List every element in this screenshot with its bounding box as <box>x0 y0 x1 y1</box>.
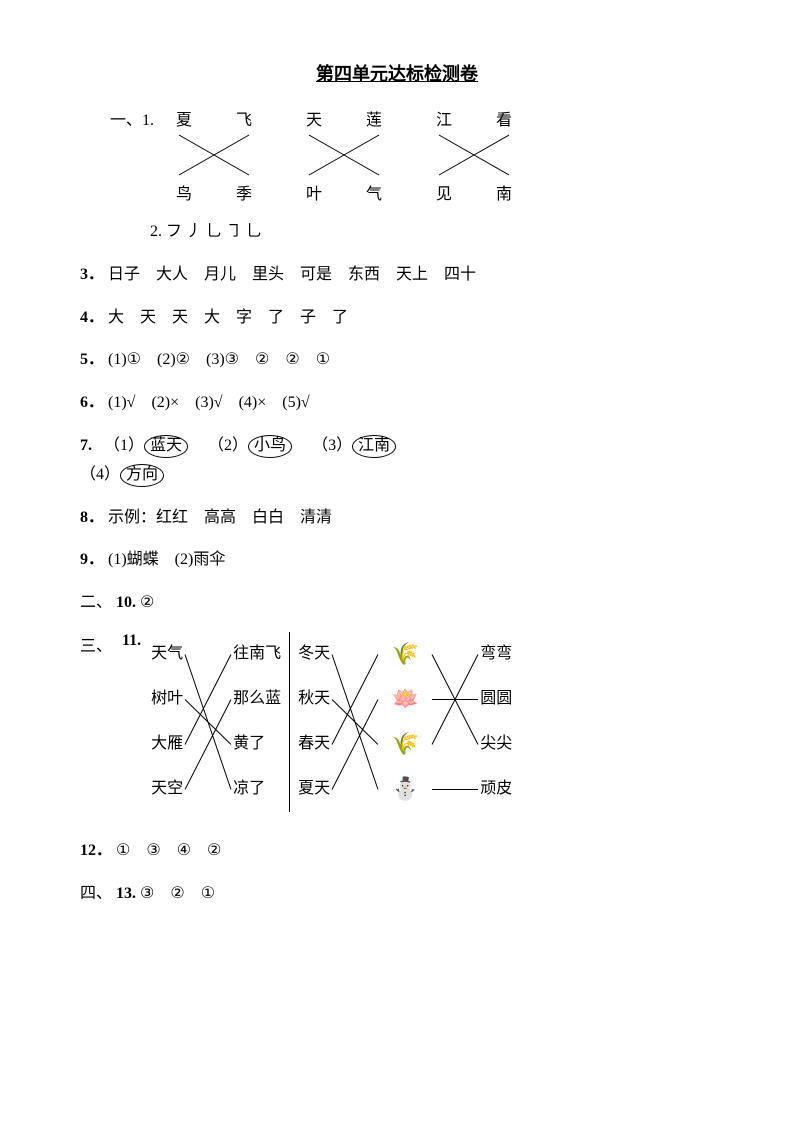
q1-section-label: 一、1. <box>110 106 154 130</box>
q7-num: （4） <box>80 466 120 483</box>
cross-lines <box>164 130 264 180</box>
char-bot-right: 南 <box>484 180 524 204</box>
season-icon: ⛄ <box>380 771 430 807</box>
q11-diagram: 三、 11. 天气树叶大雁天空往南飞那么蓝黄了凉了冬天秋天春天夏天🌾🪷🌾⛄弯弯圆… <box>80 632 714 812</box>
right-col-2: 弯弯圆圆尖尖顽皮 <box>480 632 512 812</box>
match-label: 往南飞 <box>233 634 281 674</box>
match-lines <box>330 632 380 812</box>
right-col-1: 冬天秋天春天夏天 <box>298 632 330 812</box>
q12-content: ① ③ ④ ② <box>116 842 221 859</box>
q13-section: 四、 <box>80 885 112 902</box>
q6-label: 6． <box>80 394 104 411</box>
q9-label: 9． <box>80 551 104 568</box>
match-label: 天气 <box>151 634 183 674</box>
q7-item: （4）方向 <box>80 461 164 490</box>
q5-line: 5． (1)① (2)② (3)③ ② ② ① <box>80 346 714 375</box>
match-label: 弯弯 <box>480 634 512 674</box>
q2-label: 2. <box>150 223 162 240</box>
q10-line: 二、 10. ② <box>80 589 714 618</box>
q7-item: （1）蓝天 <box>104 432 188 461</box>
q3-content: 日子 大人 月儿 里头 可是 东西 天上 四十 <box>108 266 476 283</box>
cross-lines <box>294 130 394 180</box>
pic-col: 🌾 🪷 🌾 ⛄ <box>380 632 430 812</box>
q4-label: 4． <box>80 309 104 326</box>
char-bot-left: 鸟 <box>164 180 204 204</box>
q4-content: 大 天 天 大 字 了 子 了 <box>108 309 348 326</box>
match-lines <box>183 632 233 812</box>
q5-label: 5． <box>80 351 104 368</box>
divider <box>289 632 290 812</box>
q13-content: ③ ② ① <box>140 885 215 902</box>
char-top-left: 天 <box>294 106 334 130</box>
match-label: 春天 <box>298 724 330 764</box>
match-lines <box>430 632 480 812</box>
q7-item: （2）小鸟 <box>208 432 292 461</box>
circled-word: 小鸟 <box>248 435 292 458</box>
cross-group: 天 莲 叶 气 <box>294 106 394 204</box>
q10-section: 二、 <box>80 594 112 611</box>
page-title: 第四单元达标检测卷 <box>80 60 714 86</box>
circled-word: 蓝天 <box>144 435 188 458</box>
q2-line: 2. フ 丿 乚 ㇆ 乚 <box>150 218 714 247</box>
match-label: 树叶 <box>151 679 183 719</box>
match-label: 顽皮 <box>480 769 512 809</box>
match-label: 大雁 <box>151 724 183 764</box>
q1-diagram: 一、1. 夏 飞 鸟 季 天 莲 叶 气 江 看 <box>110 106 714 204</box>
q8-label: 8． <box>80 509 104 526</box>
q13-label: 13. <box>116 885 136 902</box>
match-label: 冬天 <box>298 634 330 674</box>
q4-line: 4． 大 天 天 大 字 了 子 了 <box>80 304 714 333</box>
char-top-right: 看 <box>484 106 524 130</box>
match-label: 夏天 <box>298 769 330 809</box>
circled-word: 江南 <box>352 435 396 458</box>
q11-section: 三、 <box>80 632 112 656</box>
q3-label: 3． <box>80 266 104 283</box>
q7-num: （2） <box>208 437 248 454</box>
q6-line: 6． (1)√ (2)× (3)√ (4)× (5)√ <box>80 389 714 418</box>
left-col-2: 往南飞那么蓝黄了凉了 <box>233 632 281 812</box>
match-label: 天空 <box>151 769 183 809</box>
char-top-right: 飞 <box>224 106 264 130</box>
match-label: 凉了 <box>233 769 281 809</box>
q12-label: 12． <box>80 842 112 859</box>
q9-content: (1)蝴蝶 (2)雨伞 <box>108 551 225 568</box>
q7-line: 7. （1）蓝天 （2）小鸟 （3）江南 （4）方向 <box>80 432 714 490</box>
q5-content: (1)① (2)② (3)③ ② ② ① <box>108 351 330 368</box>
q7-num: （1） <box>104 437 144 454</box>
match-label: 尖尖 <box>480 724 512 764</box>
q10-label: 10. <box>116 594 136 611</box>
q12-line: 12． ① ③ ④ ② <box>80 837 714 866</box>
char-top-left: 夏 <box>164 106 204 130</box>
q7-label: 7. <box>80 437 92 454</box>
season-icon: 🪷 <box>380 681 430 717</box>
season-icon: 🌾 <box>380 726 430 762</box>
q13-line: 四、 13. ③ ② ① <box>80 880 714 909</box>
char-bot-right: 季 <box>224 180 264 204</box>
match-label: 圆圆 <box>480 679 512 719</box>
q8-line: 8． 示例：红红 高高 白白 清清 <box>80 504 714 533</box>
match-label: 黄了 <box>233 724 281 764</box>
q7-item: （3）江南 <box>312 432 396 461</box>
q6-content: (1)√ (2)× (3)√ (4)× (5)√ <box>108 394 310 411</box>
q10-content: ② <box>140 594 154 611</box>
char-bot-right: 气 <box>354 180 394 204</box>
cross-group: 江 看 见 南 <box>424 106 524 204</box>
cross-group: 夏 飞 鸟 季 <box>164 106 264 204</box>
season-icon: 🌾 <box>380 636 430 672</box>
q7-num: （3） <box>312 437 352 454</box>
char-top-right: 莲 <box>354 106 394 130</box>
q2-content: フ 丿 乚 ㇆ 乚 <box>166 223 262 240</box>
q8-content: 示例：红红 高高 白白 清清 <box>108 509 332 526</box>
left-col-1: 天气树叶大雁天空 <box>151 632 183 812</box>
q11-label: 11. <box>122 632 141 650</box>
q9-line: 9． (1)蝴蝶 (2)雨伞 <box>80 546 714 575</box>
char-top-left: 江 <box>424 106 464 130</box>
cross-lines <box>424 130 524 180</box>
q3-line: 3． 日子 大人 月儿 里头 可是 东西 天上 四十 <box>80 261 714 290</box>
match-label: 秋天 <box>298 679 330 719</box>
char-bot-left: 见 <box>424 180 464 204</box>
circled-word: 方向 <box>120 464 164 487</box>
match-label: 那么蓝 <box>233 679 281 719</box>
char-bot-left: 叶 <box>294 180 334 204</box>
